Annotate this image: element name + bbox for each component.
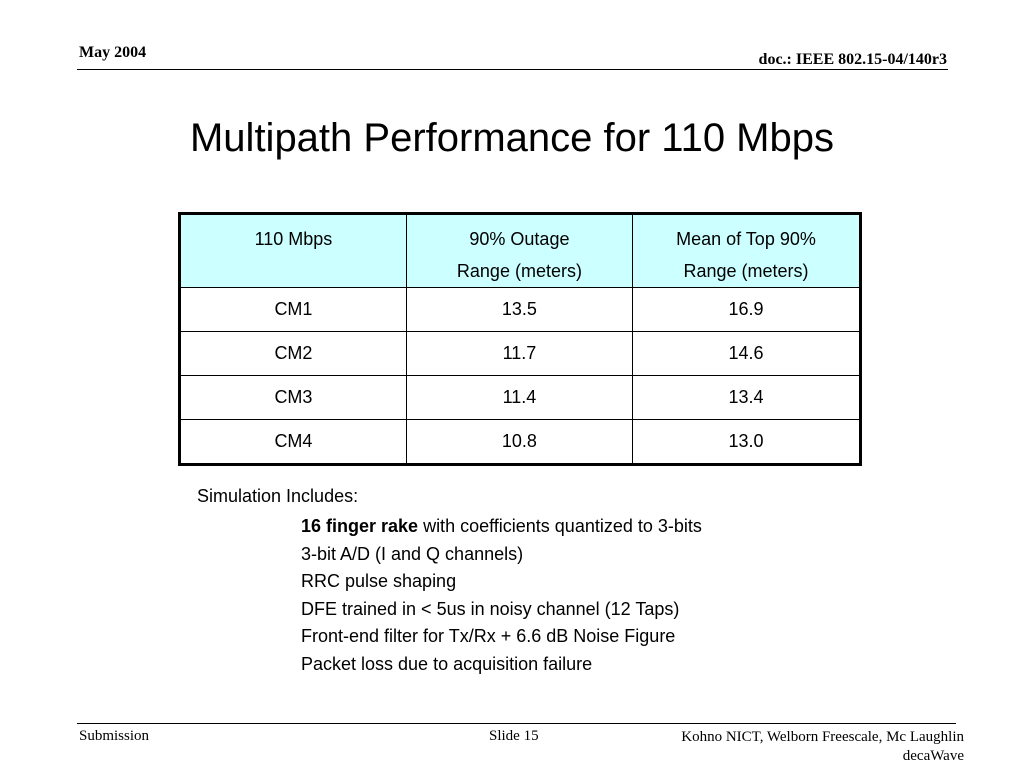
header-date: May 2004	[79, 44, 147, 61]
slide-title: Multipath Performance for 110 Mbps	[189, 116, 834, 160]
header-doc-id: doc.: IEEE 802.15-04/140r3	[758, 51, 947, 68]
table-cell-channel: CM2	[179, 331, 407, 376]
table-cell-outage: 13.5	[405, 287, 633, 332]
footer-authors-line: decaWave	[902, 748, 964, 764]
footer-authors-line: Kohno NICT, Welborn Freescale, Mc Laughl…	[681, 729, 964, 745]
table-row: CM1 13.5 16.9	[179, 287, 862, 332]
table-cell-outage: 10.8	[405, 419, 633, 465]
table-cell-mean: 13.0	[631, 419, 862, 465]
table-cell-outage: 11.7	[405, 331, 633, 376]
list-item: Front-end filter for Tx/Rx + 6.6 dB Nois…	[301, 623, 702, 651]
footer-authors: Kohno NICT, Welborn Freescale, Mc Laughl…	[681, 728, 964, 766]
simulation-label: Simulation Includes:	[197, 486, 359, 506]
table-cell-channel: CM3	[179, 375, 407, 420]
footer-slide-number: Slide 15	[489, 728, 539, 744]
column-header-outage-range: 90% Outage Range (meters)	[405, 213, 633, 288]
header-divider	[77, 69, 948, 70]
column-header-mean-range: Mean of Top 90% Range (meters)	[631, 213, 862, 288]
simulation-list: 16 finger rake with coefficients quantiz…	[301, 513, 702, 678]
table-cell-channel: CM4	[179, 419, 407, 465]
list-item: 3-bit A/D (I and Q channels)	[301, 541, 702, 569]
list-item: DFE trained in < 5us in noisy channel (1…	[301, 596, 702, 624]
column-header-line: Range (meters)	[683, 261, 809, 281]
list-item: RRC pulse shaping	[301, 568, 702, 596]
table-cell-outage: 11.4	[405, 375, 633, 420]
list-item: Packet loss due to acquisition failure	[301, 651, 702, 679]
list-item-text: Front-end filter for Tx/Rx + 6.6 dB Nois…	[301, 626, 676, 646]
table-cell-mean: 16.9	[631, 287, 862, 332]
column-header-line: Range (meters)	[456, 261, 582, 281]
column-header-line: 90% Outage	[469, 229, 570, 249]
column-header-line: Mean of Top 90%	[676, 229, 816, 249]
list-item-text: DFE trained in < 5us in noisy channel (1…	[301, 598, 680, 619]
list-item-text: with coefficients quantized to 3-bits	[418, 516, 702, 536]
table-cell-mean: 14.6	[631, 331, 862, 376]
table-row: CM2 11.7 14.6	[179, 331, 862, 376]
results-table: 110 Mbps 90% Outage Range (meters) Mean …	[178, 212, 862, 466]
column-header-line: 110 Mbps	[254, 229, 333, 249]
list-item-text: Packet loss due to acquisition failure	[301, 653, 593, 674]
column-header-rate: 110 Mbps	[179, 213, 407, 288]
list-item: 16 finger rake with coefficients quantiz…	[301, 513, 702, 541]
list-item-bold: 16 finger rake	[301, 516, 419, 536]
footer-submission: Submission	[79, 728, 150, 744]
footer-divider	[77, 723, 956, 724]
table-row: CM3 11.4 13.4	[179, 375, 862, 420]
table-cell-channel: CM1	[179, 287, 407, 332]
table-row: CM4 10.8 13.0	[179, 419, 862, 465]
table-cell-mean: 13.4	[631, 375, 862, 420]
list-item-text: RRC pulse shaping	[301, 571, 457, 591]
list-item-text: 3-bit A/D (I and Q channels)	[301, 543, 524, 564]
table-header-row: 110 Mbps 90% Outage Range (meters) Mean …	[179, 213, 862, 288]
